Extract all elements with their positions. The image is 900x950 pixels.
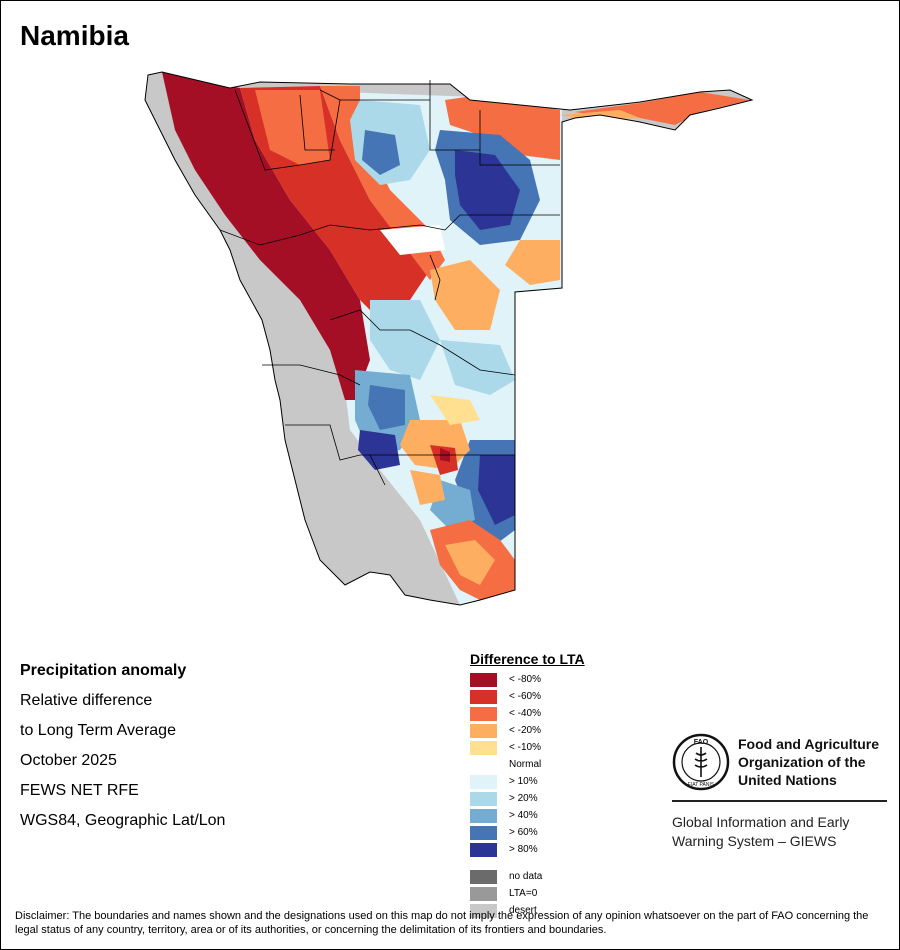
giews-line2: Warning System – GIEWS bbox=[672, 833, 837, 849]
legend-class-label: > 80% bbox=[509, 844, 538, 855]
legend-other-swatch bbox=[470, 886, 497, 901]
anomaly-field bbox=[162, 72, 750, 605]
legend-class-swatch bbox=[470, 808, 497, 823]
legend-class-row: < -80% bbox=[470, 671, 585, 688]
legend-class-swatch bbox=[470, 689, 497, 704]
legend-class-row: < -10% bbox=[470, 739, 585, 756]
giews-line1: Global Information and Early bbox=[672, 814, 850, 830]
namibia-map bbox=[144, 71, 754, 606]
legend-class-swatch bbox=[470, 842, 497, 857]
fao-logo-text: FAO bbox=[694, 739, 709, 746]
legend-class-label: > 20% bbox=[509, 793, 538, 804]
fao-name-line3: United Nations bbox=[738, 772, 837, 788]
legend-class-label: > 10% bbox=[509, 776, 538, 787]
legend-class-row: > 40% bbox=[470, 807, 585, 824]
region-boundaries bbox=[219, 80, 560, 486]
legend-other-row: LTA=0 bbox=[470, 885, 585, 902]
legend-other-row: desert bbox=[470, 902, 585, 919]
legend-class-swatch bbox=[470, 740, 497, 755]
legend-other-label: LTA=0 bbox=[509, 888, 538, 899]
legend-other-label: desert bbox=[509, 905, 537, 916]
map-area bbox=[144, 71, 754, 606]
legend-class-row: < -60% bbox=[470, 688, 585, 705]
legend-class-label: < -10% bbox=[509, 742, 541, 753]
legend-class-row: < -40% bbox=[470, 705, 585, 722]
legend-classes: < -80% < -60% < -40% < -20% < -10% Normal > 10… bbox=[470, 671, 585, 858]
legend-class-swatch bbox=[470, 672, 497, 687]
legend-class-label: Normal bbox=[509, 759, 542, 770]
legend-class-row: > 80% bbox=[470, 841, 585, 858]
legend: Difference to LTA < -80% < -60% < -40% < -2… bbox=[470, 651, 585, 919]
fao-name-line1: Food and Agriculture bbox=[738, 736, 880, 752]
info-heading: Precipitation anomaly bbox=[20, 662, 187, 679]
legend-class-label: < -80% bbox=[509, 674, 541, 685]
fao-logo-motto: FIAT PANIS bbox=[688, 782, 715, 788]
legend-class-swatch bbox=[470, 758, 497, 772]
legend-class-swatch bbox=[470, 723, 497, 738]
disclaimer: Disclaimer: The boundaries and names sho… bbox=[15, 910, 869, 936]
legend-class-swatch bbox=[470, 791, 497, 806]
country-border bbox=[144, 71, 754, 606]
fao-logo: FAO FIAT PANIS bbox=[672, 733, 730, 791]
giews-name: Global Information and Early Warning Sys… bbox=[672, 813, 887, 851]
legend-class-label: < -40% bbox=[509, 708, 541, 719]
legend-class-row: > 20% bbox=[470, 790, 585, 807]
legend-class-row: > 10% bbox=[470, 773, 585, 790]
legend-class-row: > 60% bbox=[470, 824, 585, 841]
legend-other-swatch bbox=[470, 869, 497, 884]
legend-other-label: no data bbox=[509, 871, 543, 882]
info-line2: to Long Term Average bbox=[20, 722, 176, 739]
info-projection: WGS84, Geographic Lat/Lon bbox=[20, 812, 226, 829]
legend-class-swatch bbox=[470, 706, 497, 721]
legend-other: no data LTA=0 desert bbox=[470, 868, 585, 919]
legend-class-row: < -20% bbox=[470, 722, 585, 739]
legend-class-label: < -20% bbox=[509, 725, 541, 736]
legend-title: Difference to LTA bbox=[470, 651, 585, 667]
legend-class-label: < -60% bbox=[509, 691, 541, 702]
legend-class-label: > 60% bbox=[509, 827, 538, 838]
legend-class-row: Normal bbox=[470, 756, 585, 773]
legend-other-swatch bbox=[470, 903, 497, 918]
info-period: October 2025 bbox=[20, 752, 117, 769]
map-info: Precipitation anomaly Relative differenc… bbox=[20, 656, 225, 836]
info-line1: Relative difference bbox=[20, 692, 153, 709]
legend-class-swatch bbox=[470, 774, 497, 789]
map-title: Namibia bbox=[20, 20, 129, 51]
fao-name: Food and Agriculture Organization of the… bbox=[738, 735, 898, 789]
info-source: FEWS NET RFE bbox=[20, 782, 139, 799]
legend-class-label: > 40% bbox=[509, 810, 538, 821]
fao-name-line2: Organization of the bbox=[738, 754, 866, 770]
legend-class-swatch bbox=[470, 825, 497, 840]
legend-other-row: no data bbox=[470, 868, 585, 885]
fao-divider bbox=[672, 800, 887, 802]
